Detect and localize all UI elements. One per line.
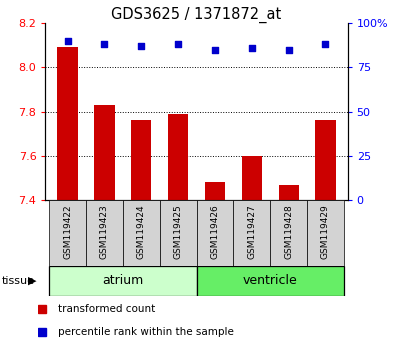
Bar <box>315 120 336 200</box>
Bar <box>57 47 78 200</box>
Point <box>248 45 255 51</box>
Text: GSM119423: GSM119423 <box>100 204 109 259</box>
Bar <box>197 266 344 296</box>
Bar <box>160 200 197 266</box>
Bar <box>86 200 123 266</box>
Text: GSM119424: GSM119424 <box>137 204 146 259</box>
Bar <box>123 200 160 266</box>
Bar <box>205 182 225 200</box>
Bar <box>94 105 115 200</box>
Point <box>64 38 71 44</box>
Text: GSM119427: GSM119427 <box>247 204 256 259</box>
Text: GSM119426: GSM119426 <box>211 204 220 259</box>
Point <box>286 47 292 52</box>
Text: GSM119429: GSM119429 <box>321 204 330 259</box>
Point <box>175 41 181 47</box>
Bar <box>233 200 270 266</box>
Bar <box>131 120 151 200</box>
Text: GSM119422: GSM119422 <box>63 204 72 259</box>
Text: tissue: tissue <box>2 275 35 286</box>
Bar <box>278 184 299 200</box>
Point <box>212 47 218 52</box>
Point <box>101 41 107 47</box>
Point <box>322 41 329 47</box>
Bar <box>168 114 188 200</box>
Bar <box>242 156 262 200</box>
Bar <box>49 200 86 266</box>
Text: GSM119425: GSM119425 <box>173 204 182 259</box>
Bar <box>49 266 197 296</box>
Bar <box>197 200 233 266</box>
Text: percentile rank within the sample: percentile rank within the sample <box>58 327 233 337</box>
Point <box>138 43 145 49</box>
Title: GDS3625 / 1371872_at: GDS3625 / 1371872_at <box>111 7 282 23</box>
Text: atrium: atrium <box>102 274 143 287</box>
Bar <box>307 200 344 266</box>
Text: GSM119428: GSM119428 <box>284 204 293 259</box>
Bar <box>270 200 307 266</box>
Text: transformed count: transformed count <box>58 304 155 314</box>
Text: ventricle: ventricle <box>243 274 297 287</box>
Text: ▶: ▶ <box>28 275 37 286</box>
